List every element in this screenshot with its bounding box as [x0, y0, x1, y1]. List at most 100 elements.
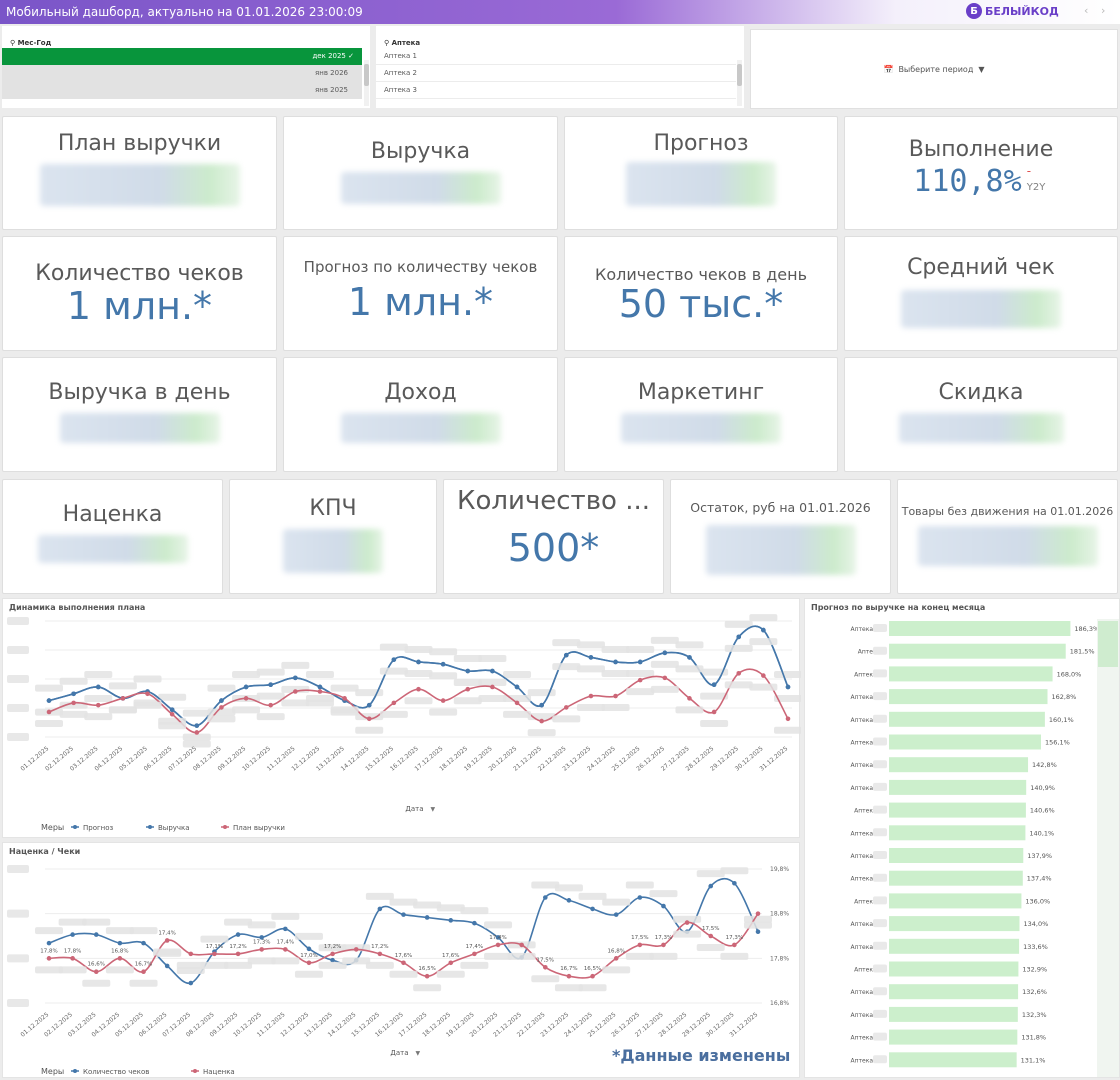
data-point: [46, 940, 52, 946]
blurred-data-label: [744, 921, 772, 929]
bar-label: 132,9%: [1022, 966, 1047, 974]
month-scrollbar[interactable]: [364, 60, 369, 106]
kpi-label: Остаток, руб на 01.01.2026: [690, 500, 871, 515]
kpi-checks[interactable]: Количество чеков 1 млн.*: [2, 236, 277, 351]
blurred-data-label: [601, 669, 630, 677]
blurred-data-label: [58, 918, 87, 926]
data-point: [268, 702, 274, 708]
period-picker[interactable]: 📅 Выберите период ▼: [750, 29, 1118, 109]
pharmacy-item[interactable]: Аптека 3: [376, 82, 736, 99]
search-icon[interactable]: ⚲: [10, 39, 18, 47]
blurred-data-label: [158, 722, 187, 730]
bar-scroll-thumb: [1098, 621, 1118, 667]
data-point: [637, 942, 643, 948]
data-point: [566, 898, 572, 903]
kpi-label: Прогноз по количеству чеков: [303, 258, 538, 276]
nav-back-icon[interactable]: ‹: [1084, 4, 1089, 17]
month-item[interactable]: дек 2025 ✓: [2, 48, 362, 65]
kpi-qty[interactable]: Количество ... 500*: [443, 479, 664, 594]
blurred-data-label: [35, 966, 63, 974]
blurred-data-label: [404, 645, 433, 653]
blurred-data-label: [247, 921, 276, 929]
blurred-data-label: [484, 921, 513, 929]
blurred-value: [901, 290, 1061, 328]
blurred-data-label: [673, 915, 702, 923]
month-item[interactable]: янв 2026: [2, 65, 362, 82]
data-label: 17,1%: [206, 944, 223, 950]
data-point: [235, 951, 241, 957]
category-label: Аптека: [850, 626, 873, 633]
blurred-data-label: [649, 952, 678, 960]
markup-checks-svg[interactable]: 17,8% 17,8% 16,6% 16,8% 16,7% 17,4% 17,1% 17,2%…: [3, 843, 801, 1079]
month-item[interactable]: янв 2025: [2, 82, 362, 99]
logo-icon: Б: [966, 3, 982, 19]
kpi-forecast[interactable]: Прогноз: [564, 116, 838, 230]
kpi-label: Количество чеков в день: [594, 265, 808, 284]
blurred-data-label: [578, 892, 607, 900]
blurred-data-label: [133, 675, 162, 683]
pharmacy-item[interactable]: Аптека 1: [376, 48, 736, 65]
month-filter[interactable]: ⚲ Мес-Год дек 2025 ✓ янв 2026 янв 2025: [2, 26, 370, 108]
kpi-stale[interactable]: Товары без движения на 01.01.2026: [897, 479, 1118, 594]
kpi-marketing[interactable]: Маркетинг: [564, 357, 838, 472]
blurred-data-label: [650, 636, 679, 644]
blurred-data-label: [578, 984, 607, 992]
blurred-data-label: [626, 645, 655, 653]
kpi-income[interactable]: Доход: [283, 357, 558, 472]
data-point: [785, 716, 791, 722]
data-point: [687, 696, 692, 701]
blurred-value: [340, 413, 501, 443]
data-point: [416, 686, 421, 692]
bar: [889, 666, 1053, 682]
pharmacy-scrollbar[interactable]: [737, 60, 742, 106]
pharmacy-item[interactable]: Аптека 2: [376, 65, 736, 82]
category-label: Аптек: [854, 671, 873, 678]
kpi-fulfillment[interactable]: Выполнение 110,8% - Y2Y: [844, 116, 1118, 230]
data-point: [465, 686, 471, 692]
blurred-data-label: [527, 729, 556, 737]
kpi-stock[interactable]: Остаток, руб на 01.01.2026: [670, 479, 891, 594]
kpi-kpch[interactable]: КПЧ: [229, 479, 437, 594]
blurred-data-label: [58, 966, 87, 974]
blurred-data-label: [256, 713, 285, 721]
nav-forward-icon[interactable]: ›: [1101, 4, 1106, 17]
kpi-revenue-day[interactable]: Выручка в день: [2, 357, 277, 472]
data-point: [448, 960, 454, 966]
data-point: [564, 652, 569, 658]
kpi-label: Доход: [384, 380, 457, 405]
data-point: [219, 698, 224, 703]
bar: [889, 1052, 1017, 1068]
kpi-checks-day[interactable]: Количество чеков в день 50 тыс.*: [564, 236, 838, 351]
kpi-discount[interactable]: Скидка: [844, 357, 1118, 472]
data-point: [662, 650, 668, 656]
blurred-data-label: [696, 870, 725, 878]
kpi-label: Выполнение: [908, 137, 1054, 162]
data-label: 16,8%: [607, 948, 624, 954]
kpi-plan[interactable]: План выручки: [2, 116, 277, 230]
forecast-bar-svg[interactable]: Аптека 186,3% Апте 181,5% Аптек 168,0% Аптека 1…: [805, 599, 1120, 1079]
blurred-data-label: [554, 984, 583, 992]
data-point: [761, 673, 766, 678]
data-changed-note: *Данные изменены: [612, 1046, 791, 1065]
bar: [889, 848, 1024, 863]
kpi-checks-forecast[interactable]: Прогноз по количеству чеков 1 млн.*: [283, 236, 558, 351]
kpi-markup[interactable]: Наценка: [2, 479, 223, 594]
data-point: [117, 940, 123, 946]
blurred-data-label: [601, 645, 630, 653]
category-label: Аптека: [850, 944, 873, 951]
kpi-revenue[interactable]: Выручка: [283, 116, 558, 230]
data-point: [539, 718, 544, 724]
blurred-data-label: [182, 709, 211, 717]
data-point: [711, 709, 717, 715]
plan-dynamics-svg[interactable]: 01.12.202502.12.202503.12.202504.12.2025…: [3, 599, 802, 839]
kpi-avg-check[interactable]: Средний чек: [844, 236, 1118, 351]
blurred-data-label: [507, 952, 536, 960]
logo-text: БЕЛЫЙКОД: [985, 4, 1059, 18]
pharmacy-filter[interactable]: ⚲ Аптека Аптека 1 Аптека 2 Аптека 3: [376, 26, 744, 108]
data-point: [440, 661, 446, 667]
bar: [889, 916, 1020, 932]
search-icon[interactable]: ⚲: [384, 39, 392, 47]
blurred-data-label: [108, 706, 137, 714]
blurred-data-label: [84, 670, 113, 678]
blurred-data-label: [649, 890, 678, 898]
